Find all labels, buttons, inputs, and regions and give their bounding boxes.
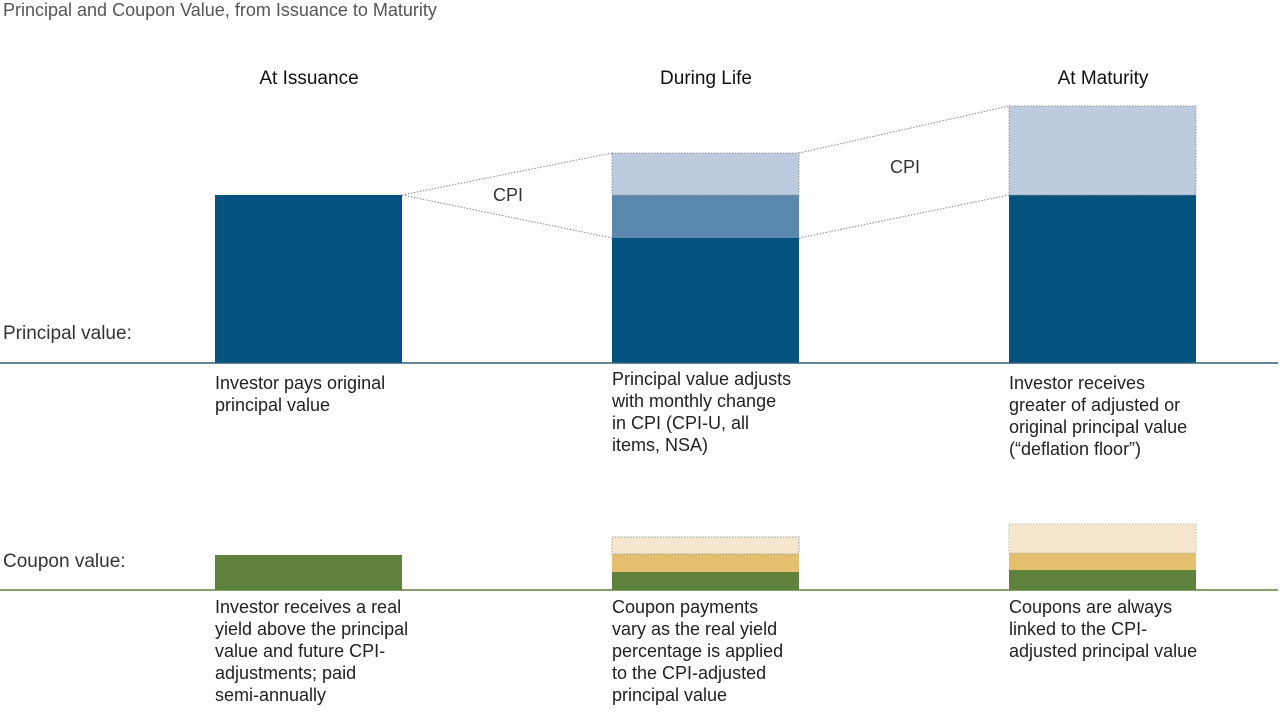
principal-bar-life-mid (612, 195, 799, 238)
principal-desc-issuance: Investor pays original principal value (215, 373, 386, 415)
principal-bar-maturity-light (1008, 105, 1197, 196)
principal-desc-maturity: Investor receives greater of adjusted or… (1009, 373, 1188, 459)
row-label-principal: Principal value: (3, 323, 132, 344)
coupon-desc-life: Coupon payments vary as the real yield p… (612, 597, 784, 705)
coupon-bar-life-light (611, 536, 800, 555)
coupon-bar-life-mid (612, 554, 799, 572)
principal-bar-issuance (215, 195, 402, 363)
coupon-bar-maturity-mid (1009, 553, 1196, 570)
coupon-bar-life-base (612, 572, 799, 590)
row-label-coupon: Coupon value: (3, 551, 126, 572)
coupon-bar-issuance (215, 555, 402, 590)
page-title: Principal and Coupon Value, from Issuanc… (3, 0, 437, 20)
heading-at-issuance: At Issuance (259, 68, 359, 89)
coupon-bar-maturity-light (1008, 523, 1197, 554)
principal-bar-maturity-base (1009, 195, 1196, 363)
coupon-bar-maturity-base (1009, 570, 1196, 590)
principal-bar-life-base (612, 238, 799, 363)
cpi-label-life-to-maturity: CPI (890, 157, 921, 177)
coupon-desc-issuance: Investor receives a real yield above the… (215, 597, 409, 705)
principal-desc-life: Principal value adjusts with monthly cha… (612, 369, 792, 455)
principal-bar-life-light (611, 152, 800, 196)
heading-at-maturity: At Maturity (1057, 68, 1149, 89)
coupon-desc-maturity: Coupons are always linked to the CPI- ad… (1009, 597, 1198, 661)
cpi-connector-lines (401, 105, 1010, 239)
heading-during-life: During Life (660, 68, 752, 89)
cpi-label-issuance-to-life: CPI (493, 185, 524, 205)
